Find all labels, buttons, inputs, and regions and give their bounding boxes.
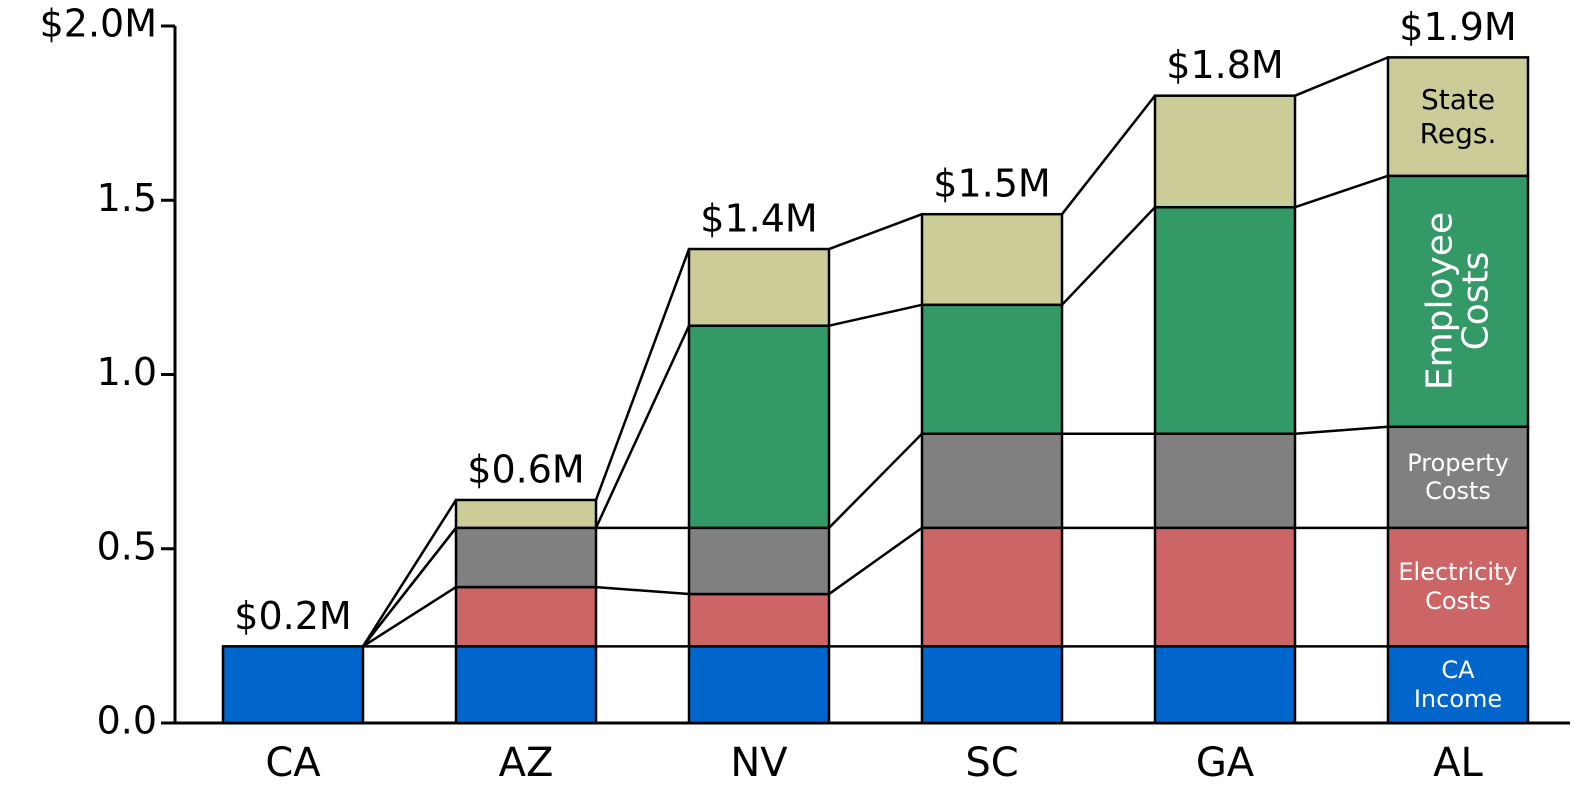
connector xyxy=(595,585,690,596)
bar-segment xyxy=(1153,205,1297,435)
x-tick-label: AL xyxy=(1433,740,1483,786)
bar-segment xyxy=(454,645,598,725)
bar-segment xyxy=(454,498,598,530)
series-label: Property Costs xyxy=(1407,448,1509,506)
connector xyxy=(594,248,691,501)
connector xyxy=(828,303,923,327)
connector xyxy=(1061,94,1156,215)
bar-segment xyxy=(1153,526,1297,648)
bar-segment xyxy=(920,645,1064,725)
bar-segment xyxy=(454,526,598,589)
y-tick-label: $2.0M xyxy=(40,2,157,46)
bar-segment xyxy=(687,592,831,648)
connector xyxy=(1294,56,1389,97)
total-label: $1.4M xyxy=(700,197,817,241)
total-label: $0.2M xyxy=(234,594,351,638)
total-label: $1.9M xyxy=(1399,5,1516,49)
connector xyxy=(1061,206,1156,306)
connector xyxy=(828,213,923,251)
connector xyxy=(361,499,458,648)
series-label: CA Income xyxy=(1413,655,1503,713)
x-tick-label: AZ xyxy=(499,740,554,786)
bar-segment xyxy=(1153,645,1297,725)
y-tick-label: 0.5 xyxy=(97,524,157,568)
bar-segment xyxy=(1153,94,1297,209)
bar-segment xyxy=(1386,425,1530,530)
x-tick-label: NV xyxy=(730,740,788,786)
x-tick-label: SC xyxy=(965,740,1018,786)
connector xyxy=(362,527,457,648)
bar-segment xyxy=(920,526,1064,648)
bar-segment xyxy=(687,526,831,596)
connector xyxy=(828,526,923,596)
bar-segment xyxy=(687,324,831,530)
series-label: State Regs. xyxy=(1419,83,1497,150)
connector xyxy=(828,432,923,529)
bar-segment xyxy=(221,645,365,725)
x-tick-label: GA xyxy=(1196,740,1255,786)
bar-segment xyxy=(1386,526,1530,648)
bar-segment xyxy=(1386,645,1530,725)
connector xyxy=(362,586,457,648)
total-label: $0.6M xyxy=(467,447,584,491)
connector xyxy=(594,325,691,529)
bar-segment xyxy=(1386,56,1530,178)
y-tick-label: 0.0 xyxy=(97,699,157,743)
x-tick-label: CA xyxy=(265,740,321,786)
series-label: Employee Costs xyxy=(1418,212,1496,391)
bar-segment xyxy=(920,432,1064,530)
total-label: $1.8M xyxy=(1166,43,1283,87)
series-label: Electricity Costs xyxy=(1398,558,1518,616)
bar-segment xyxy=(1153,432,1297,530)
total-label: $1.5M xyxy=(933,162,1050,206)
y-tick-label: 1.0 xyxy=(97,350,157,394)
connector xyxy=(1294,174,1389,209)
bar-segment xyxy=(454,585,598,648)
bar-segment xyxy=(1386,174,1530,429)
connector xyxy=(1294,425,1389,435)
bar-segment xyxy=(920,303,1064,435)
bar-segment xyxy=(687,247,831,327)
y-tick-label: 1.5 xyxy=(97,176,157,220)
bar-segment xyxy=(920,212,1064,307)
bar-segment xyxy=(687,645,831,725)
